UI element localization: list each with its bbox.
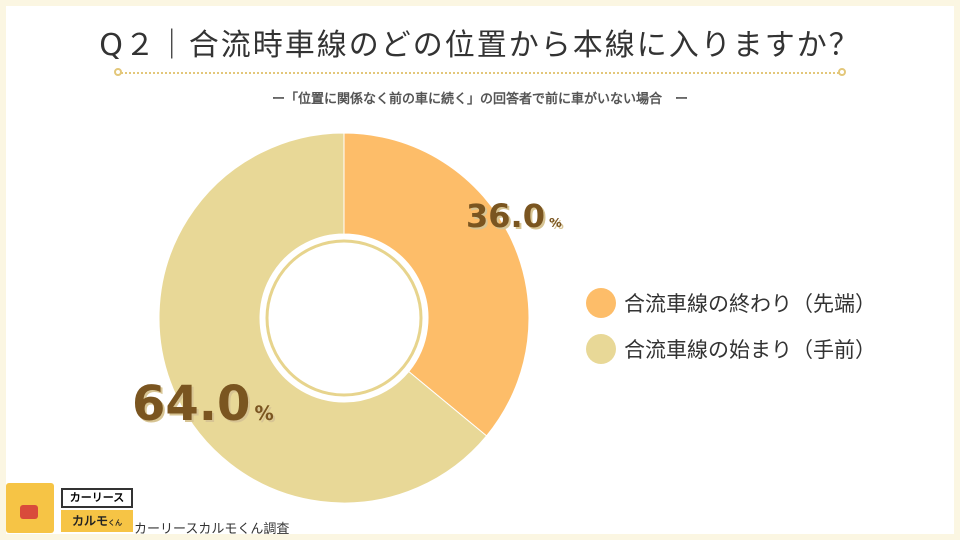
donut-slices [158, 132, 530, 504]
source-credit: カーリースカルモくん調査 [134, 522, 290, 537]
legend-label-end: 合流車線の終わり（先端） [624, 292, 876, 316]
logo-mark-icon [6, 483, 54, 533]
divider-right-dot [838, 68, 846, 76]
legend-label-start: 合流車線の始まり（手前） [624, 338, 876, 362]
inner-ring-accent [265, 239, 423, 397]
chart-legend: 合流車線の終わり（先端） 合流車線の始まり（手前） [586, 280, 876, 372]
legend-item-start: 合流車線の始まり（手前） [586, 326, 876, 372]
divider-left-dot [114, 68, 122, 76]
logo-text-bottom: カルモくん [61, 510, 133, 532]
chart-subtitle: ー「位置に関係なく前の車に続く」の回答者で前に車がいない場合 ー [271, 92, 688, 107]
legend-swatch-start [586, 334, 616, 364]
logo-text-top: カーリース [61, 488, 133, 508]
donut-slice-end [343, 132, 530, 437]
legend-swatch-end [586, 288, 616, 318]
inner-ring-outline [260, 234, 428, 402]
donut-slice-start [158, 132, 488, 504]
chart-title: Q２｜合流時車線のどの位置から本線に入りますか？ [99, 28, 861, 63]
title-divider [118, 72, 842, 74]
legend-item-end: 合流車線の終わり（先端） [586, 280, 876, 326]
data-label-start: 64.0% [132, 376, 274, 432]
data-label-end: 36.0% [466, 197, 562, 235]
